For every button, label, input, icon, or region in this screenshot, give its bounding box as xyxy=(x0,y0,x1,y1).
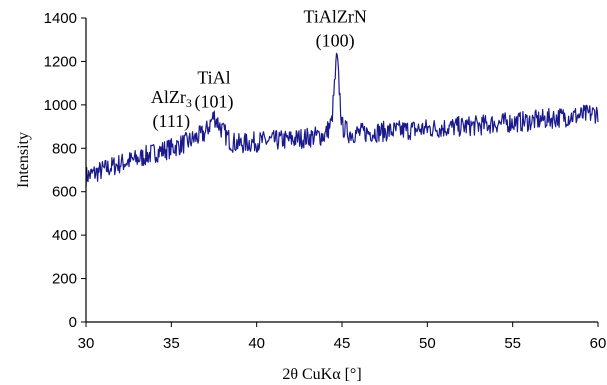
x-tick-label: 50 xyxy=(419,335,436,352)
peak-miller-index: (100) xyxy=(316,31,355,52)
y-axis-ticks: 0 200 400 600 800 1000 1200 1400 xyxy=(44,10,86,331)
y-tick-label: 1200 xyxy=(44,53,77,70)
y-tick-label: 800 xyxy=(52,140,77,157)
peak-label: AlZr3 xyxy=(151,87,192,110)
y-tick-label: 600 xyxy=(52,184,77,201)
y-tick-label: 400 xyxy=(52,227,77,244)
x-axis-ticks: 30 35 40 45 50 55 60 xyxy=(78,322,607,352)
x-tick-label: 45 xyxy=(334,335,351,352)
x-tick-label: 35 xyxy=(163,335,180,352)
y-axis-title: Intensity xyxy=(15,132,32,188)
x-tick-label: 60 xyxy=(590,335,607,352)
axes xyxy=(85,18,598,323)
peak-label: TiAl xyxy=(197,68,230,88)
peak-miller-index: (101) xyxy=(195,92,234,113)
x-tick-label: 55 xyxy=(504,335,521,352)
peak-label: TiAlZrN xyxy=(303,7,366,27)
peak-annotations: AlZr3(111) TiAl (101) TiAlZrN (100) xyxy=(151,7,367,132)
intensity-line xyxy=(85,52,599,187)
x-tick-label: 40 xyxy=(248,335,265,352)
intensity-series xyxy=(85,52,599,187)
y-tick-label: 0 xyxy=(69,314,77,331)
x-tick-label: 30 xyxy=(78,335,95,352)
x-axis-title: 2θ CuKα [°] xyxy=(282,366,361,383)
y-tick-label: 1000 xyxy=(44,97,77,114)
y-tick-label: 200 xyxy=(52,271,77,288)
peak-miller-index: (111) xyxy=(153,111,191,132)
y-tick-label: 1400 xyxy=(44,10,77,27)
